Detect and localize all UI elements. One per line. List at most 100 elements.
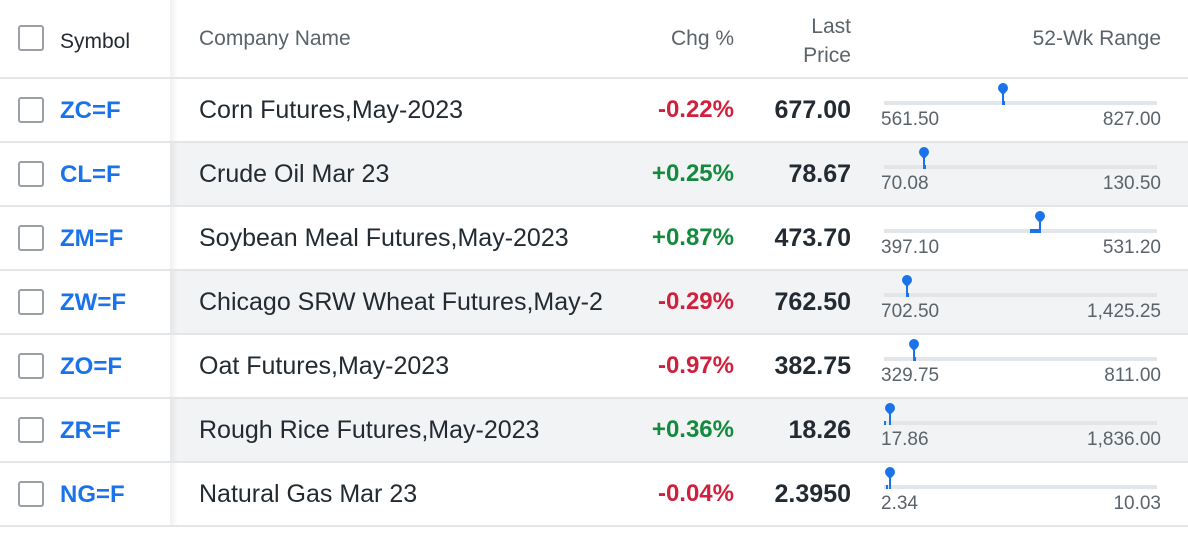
range-track — [884, 421, 1157, 425]
range-high: 1,836.00 — [1087, 429, 1161, 450]
52wk-range: 70.08 130.50 — [881, 143, 1161, 207]
table-row[interactable]: ZO=F Oat Futures,May-2023 -0.97% 382.75 329.… — [0, 335, 1188, 399]
symbol-link[interactable]: ZC=F — [60, 97, 121, 124]
range-low: 70.08 — [881, 173, 929, 194]
table-row[interactable]: CL=F Crude Oil Mar 23 +0.25% 78.67 70.08 130.… — [0, 143, 1188, 207]
futures-table: Symbol Company Name Chg % Last Price 52-… — [0, 0, 1188, 527]
column-header-last-price[interactable]: Last Price — [803, 12, 851, 70]
column-header-company[interactable]: Company Name — [199, 27, 351, 50]
range-low: 2.34 — [881, 493, 918, 514]
company-name: Soybean Meal Futures,May-2023 — [199, 224, 569, 252]
symbol-link[interactable]: NG=F — [60, 481, 125, 508]
range-track — [884, 229, 1157, 233]
row-checkbox[interactable] — [18, 481, 44, 507]
day-range-bar — [914, 357, 916, 361]
company-name: Oat Futures,May-2023 — [199, 352, 450, 380]
price-marker-icon — [906, 336, 922, 361]
table-row[interactable]: ZW=F Chicago SRW Wheat Futures,May-2 -0.29… — [0, 271, 1188, 335]
last-price: 473.70 — [774, 224, 851, 252]
price-marker-icon — [882, 464, 898, 489]
company-name: Crude Oil Mar 23 — [199, 160, 390, 188]
price-marker-icon — [899, 272, 915, 297]
symbol-cell: ZM=F — [0, 207, 178, 269]
day-range-bar — [886, 485, 888, 489]
price-marker-icon — [882, 400, 898, 425]
last-price: 78.67 — [788, 160, 851, 188]
range-high: 531.20 — [1102, 237, 1161, 258]
range-high: 827.00 — [1102, 109, 1161, 130]
52wk-range: 561.50 827.00 — [881, 79, 1161, 143]
company-name: Natural Gas Mar 23 — [199, 480, 418, 508]
day-range-bar — [1003, 101, 1005, 105]
range-low: 702.50 — [881, 301, 940, 322]
52wk-range: 397.10 531.20 — [881, 207, 1161, 271]
change-percent: -0.04% — [657, 480, 734, 507]
company-name: Rough Rice Futures,May-2023 — [199, 416, 540, 444]
range-low: 17.86 — [881, 429, 929, 450]
last-price-line1: Last — [811, 15, 851, 38]
change-percent: +0.36% — [651, 416, 734, 443]
range-low: 329.75 — [881, 365, 940, 386]
column-header-symbol[interactable]: Symbol — [60, 30, 131, 53]
change-percent: -0.29% — [657, 288, 734, 315]
range-low: 397.10 — [881, 237, 940, 258]
row-checkbox[interactable] — [18, 353, 44, 379]
select-all-checkbox[interactable] — [18, 25, 44, 51]
change-percent: +0.25% — [651, 160, 734, 187]
52wk-range: 329.75 811.00 — [881, 335, 1161, 399]
table-body: ZC=F Corn Futures,May-2023 -0.22% 677.00 561… — [0, 79, 1188, 527]
change-percent: +0.87% — [651, 224, 734, 251]
symbol-cell: ZW=F — [0, 271, 178, 333]
52wk-range: 2.34 10.03 — [881, 463, 1161, 527]
day-range-bar — [907, 293, 909, 297]
table-row[interactable]: ZC=F Corn Futures,May-2023 -0.22% 677.00 561… — [0, 79, 1188, 143]
table-header: Symbol Company Name Chg % Last Price 52-… — [0, 0, 1188, 79]
range-track — [884, 165, 1157, 169]
change-percent: -0.22% — [657, 96, 734, 123]
last-price: 677.00 — [774, 96, 851, 124]
symbol-cell: CL=F — [0, 143, 178, 205]
symbol-link[interactable]: ZO=F — [60, 353, 123, 380]
range-high: 1,425.25 — [1087, 301, 1161, 322]
column-header-chg[interactable]: Chg % — [670, 27, 734, 50]
symbol-link[interactable]: ZW=F — [60, 289, 126, 316]
day-range-bar — [924, 165, 926, 169]
symbol-cell: NG=F — [0, 463, 178, 525]
last-price-line2: Price — [803, 44, 851, 67]
row-checkbox[interactable] — [18, 161, 44, 187]
range-high: 811.00 — [1104, 365, 1161, 386]
row-checkbox[interactable] — [18, 225, 44, 251]
52wk-range: 17.86 1,836.00 — [881, 399, 1161, 463]
table-row[interactable]: ZM=F Soybean Meal Futures,May-2023 +0.87% 4… — [0, 207, 1188, 271]
range-high: 10.03 — [1113, 493, 1161, 514]
symbol-link[interactable]: CL=F — [60, 161, 121, 188]
last-price: 18.26 — [788, 416, 851, 444]
row-checkbox[interactable] — [18, 417, 44, 443]
last-price: 382.75 — [774, 352, 851, 380]
symbol-cell: ZO=F — [0, 335, 178, 397]
last-price: 762.50 — [774, 288, 851, 316]
symbol-cell: ZR=F — [0, 399, 178, 461]
company-name: Chicago SRW Wheat Futures,May-2 — [199, 288, 603, 316]
table-row[interactable]: ZR=F Rough Rice Futures,May-2023 +0.36% 18.… — [0, 399, 1188, 463]
table-row[interactable]: NG=F Natural Gas Mar 23 -0.04% 2.3950 2.34 10… — [0, 463, 1188, 527]
last-price: 2.3950 — [774, 480, 851, 508]
symbol-cell: ZC=F — [0, 79, 178, 141]
range-track — [884, 293, 1157, 297]
column-header-52wk-range[interactable]: 52-Wk Range — [1032, 27, 1161, 50]
day-range-bar — [884, 421, 886, 425]
range-high: 130.50 — [1102, 173, 1161, 194]
row-checkbox[interactable] — [18, 289, 44, 315]
symbol-link[interactable]: ZM=F — [60, 225, 124, 252]
52wk-range: 702.50 1,425.25 — [881, 271, 1161, 335]
symbol-link[interactable]: ZR=F — [60, 417, 121, 444]
day-range-bar — [1030, 229, 1040, 233]
price-marker-icon — [916, 144, 932, 169]
header-symbol-cell: Symbol — [0, 0, 178, 77]
row-checkbox[interactable] — [18, 97, 44, 123]
range-track — [884, 485, 1157, 489]
price-marker-icon — [1032, 208, 1048, 233]
range-track — [884, 101, 1157, 105]
range-low: 561.50 — [881, 109, 940, 130]
range-track — [884, 357, 1157, 361]
